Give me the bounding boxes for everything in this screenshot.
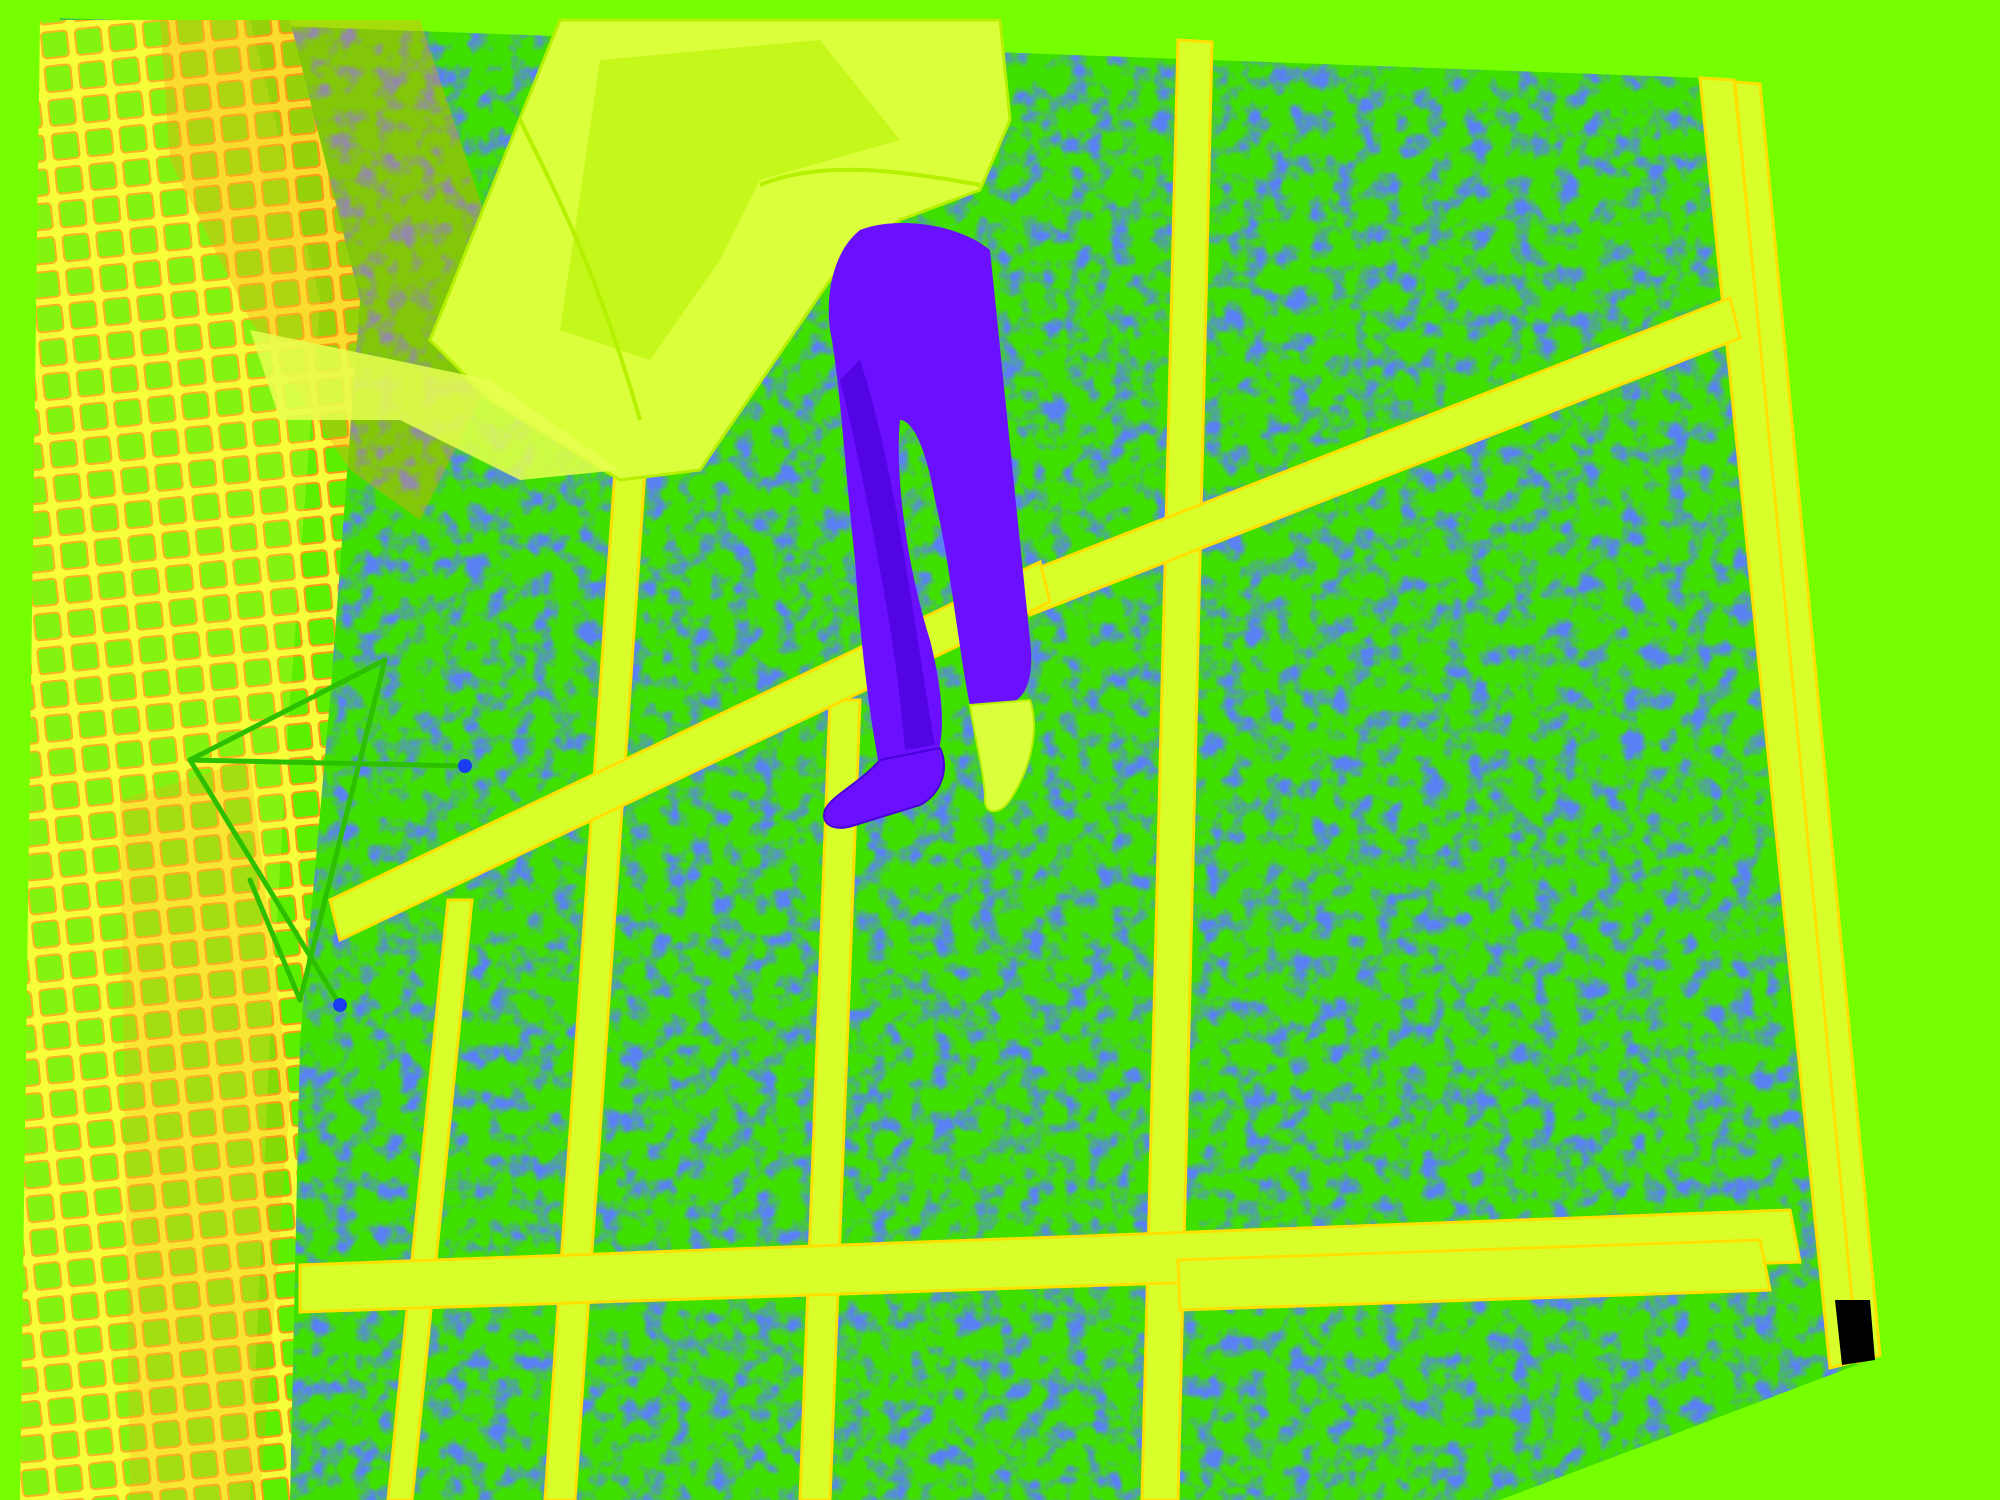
shoe-right: [968, 698, 1035, 813]
pants: [828, 222, 1032, 771]
music-stand: [187, 657, 468, 1008]
shoe-left: [823, 746, 945, 829]
floor-corner: [1835, 1300, 1875, 1365]
music-stand-tip: [458, 759, 472, 773]
music-stand-foot: [333, 998, 347, 1012]
